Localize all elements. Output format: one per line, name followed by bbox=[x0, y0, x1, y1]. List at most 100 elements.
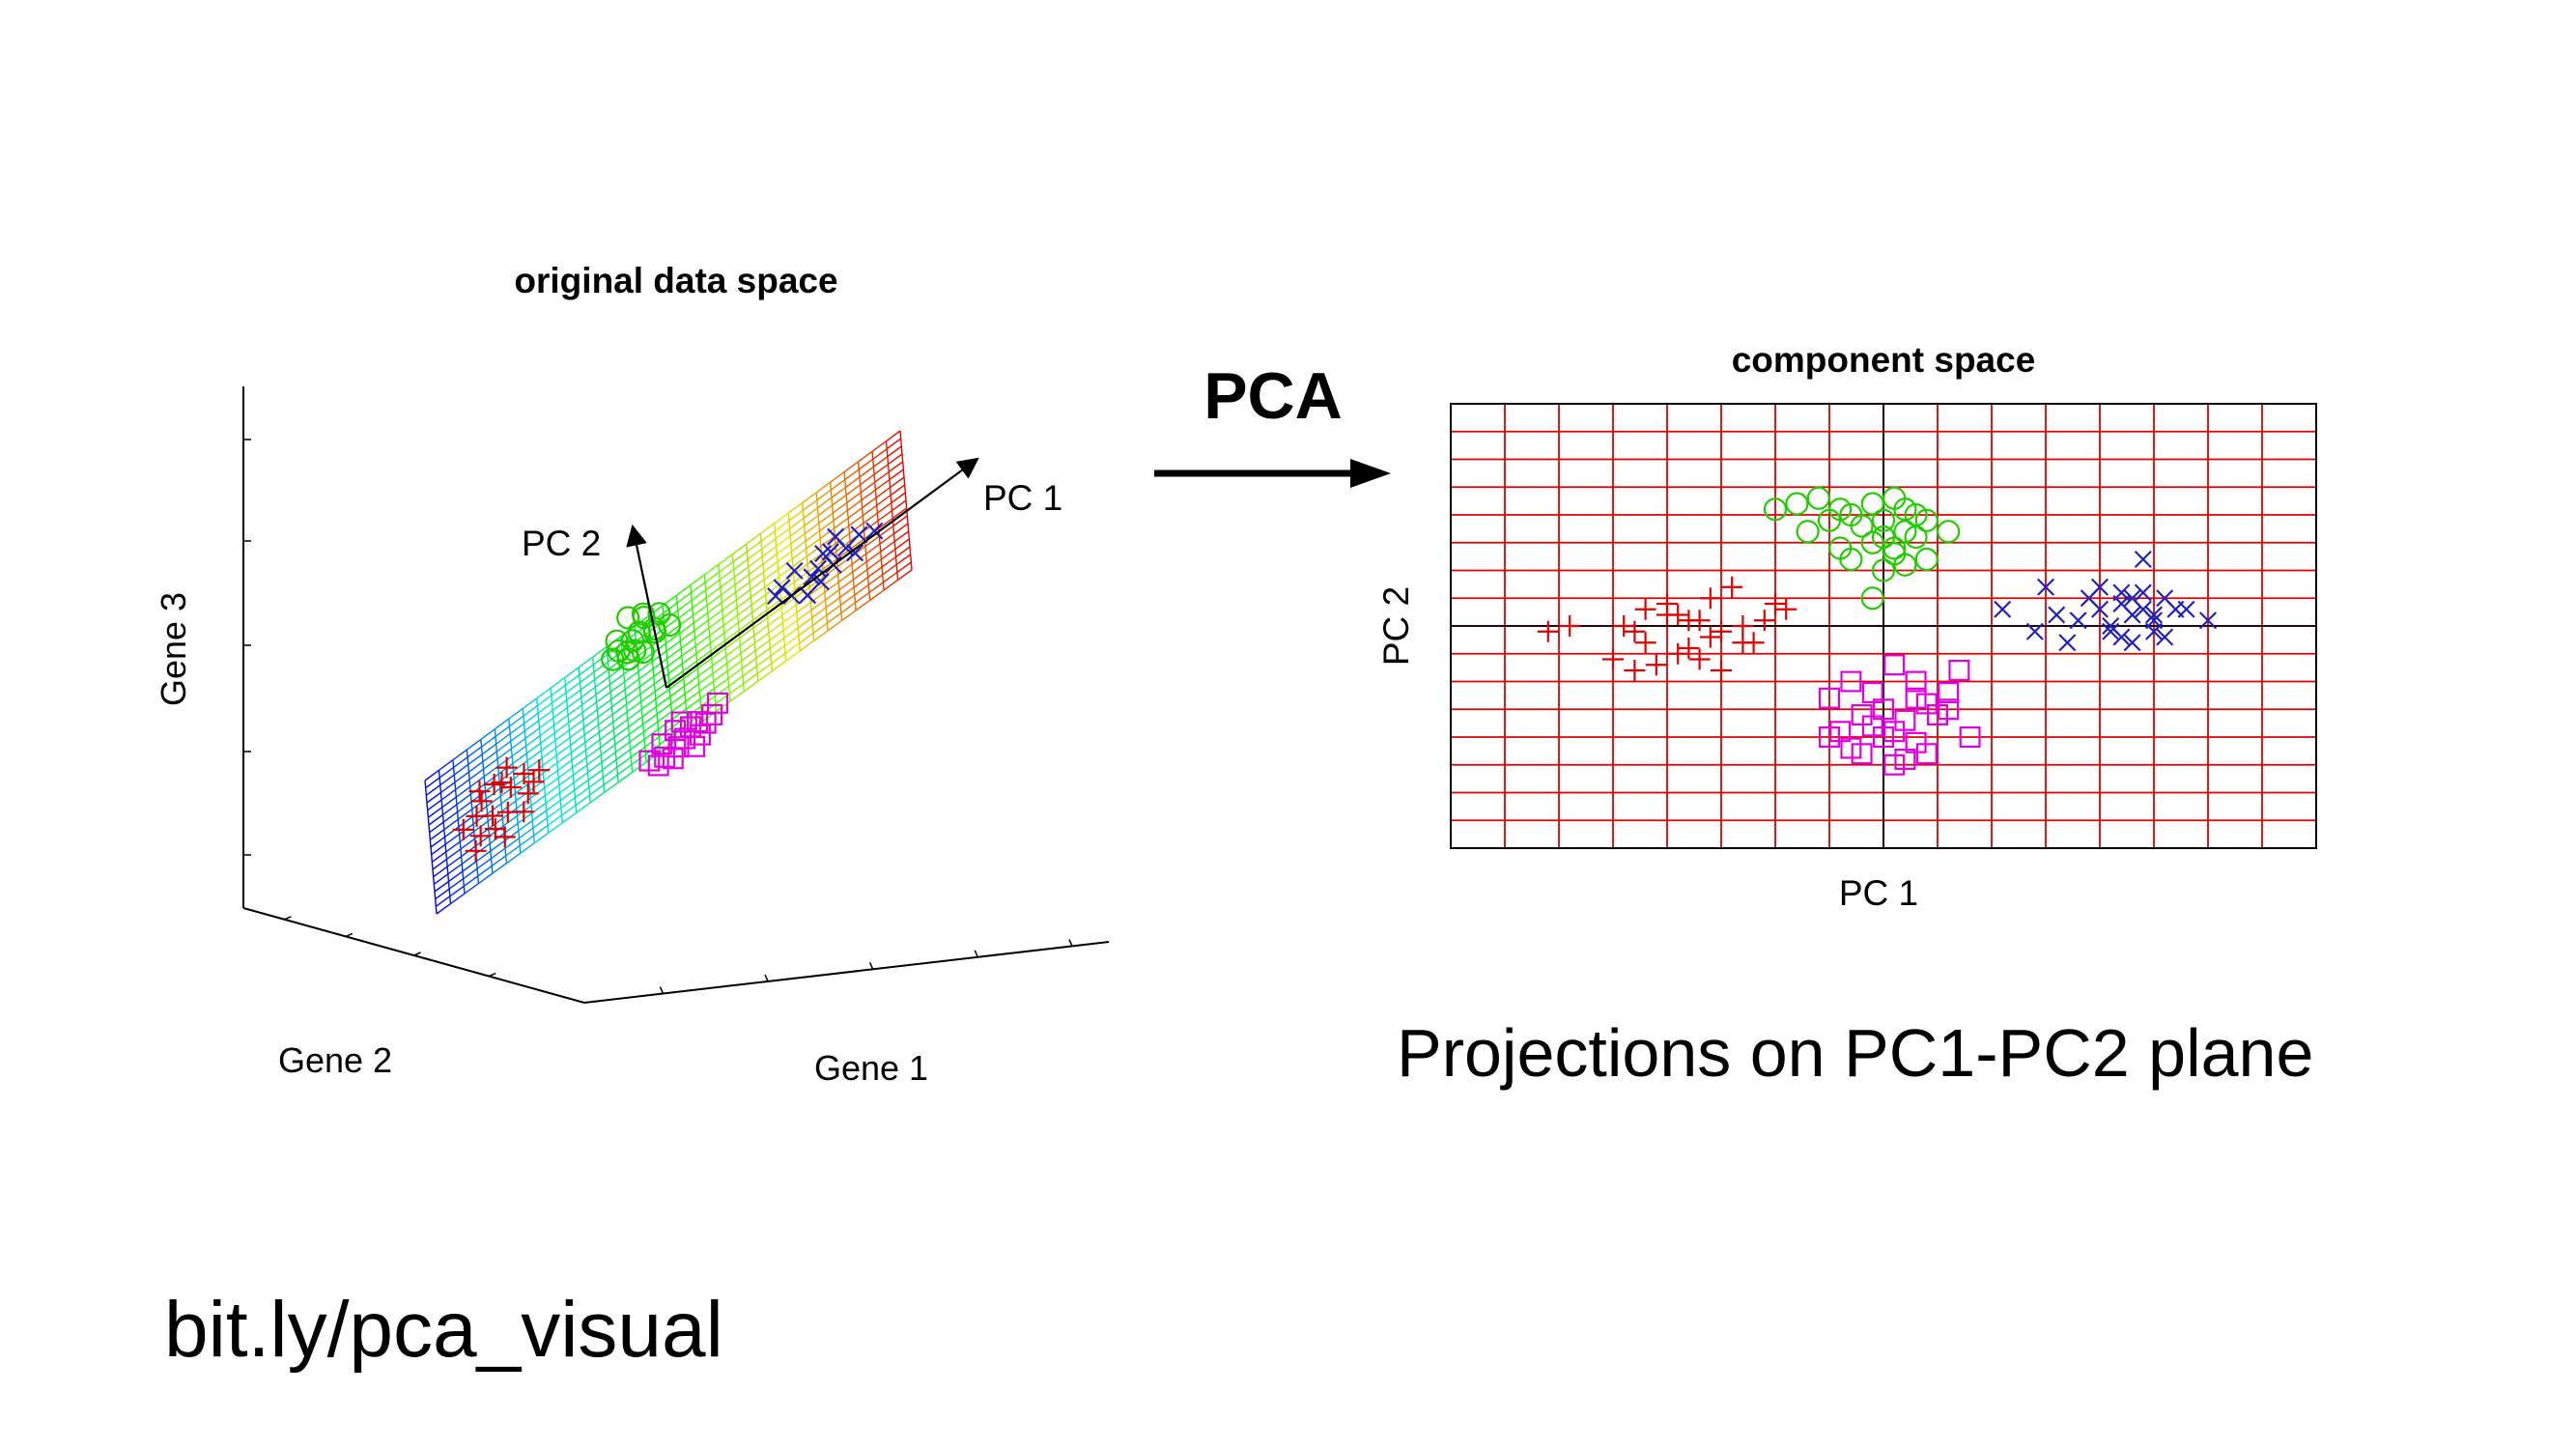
data-point-circle bbox=[1893, 553, 1917, 577]
plane-mesh-line bbox=[565, 681, 580, 694]
plane-mesh-line bbox=[489, 833, 505, 844]
plane-mesh-line bbox=[433, 873, 449, 885]
plane-mesh-line bbox=[482, 751, 497, 763]
plane-mesh-line bbox=[440, 788, 457, 801]
plane-mesh-line bbox=[671, 708, 687, 721]
data-point-square bbox=[1894, 709, 1916, 731]
plane-mesh-line bbox=[694, 627, 710, 639]
data-point-3d-plus bbox=[523, 771, 545, 793]
plane-mesh-line bbox=[731, 543, 748, 555]
plane-mesh-line bbox=[444, 826, 460, 838]
plane-mesh-line bbox=[513, 760, 528, 772]
data-point-3d-square bbox=[689, 724, 711, 746]
plane-mesh-line bbox=[862, 497, 877, 509]
data-point-square bbox=[1894, 748, 1916, 770]
plane-mesh-line bbox=[533, 832, 550, 844]
plane-mesh-line bbox=[762, 553, 778, 565]
plane-mesh-line bbox=[655, 688, 670, 700]
data-point-circle bbox=[1817, 508, 1842, 532]
plane-mesh-line bbox=[552, 699, 568, 712]
plane-mesh-line bbox=[747, 540, 762, 553]
plane-mesh-line bbox=[497, 755, 513, 767]
plane-mesh-line bbox=[740, 642, 755, 654]
plane-mesh-line bbox=[609, 666, 624, 678]
plane-mesh-line bbox=[432, 858, 447, 870]
data-point-3d-plus bbox=[513, 801, 535, 823]
plane-mesh-line bbox=[501, 808, 518, 819]
plane-mesh-line bbox=[435, 888, 450, 900]
plane-mesh-line bbox=[545, 792, 560, 804]
data-point-3d-circle bbox=[627, 620, 651, 644]
data-point-square bbox=[1905, 670, 1927, 693]
plane-mesh-line bbox=[763, 568, 779, 581]
data-point-square bbox=[1872, 725, 1894, 748]
plane-mesh-line bbox=[750, 579, 765, 591]
plane-mesh-line bbox=[771, 660, 787, 672]
plane-mesh-line bbox=[544, 777, 559, 789]
data-point-3d-plus bbox=[468, 781, 491, 803]
plane-mesh-line bbox=[750, 586, 766, 598]
plane-mesh-line bbox=[816, 489, 832, 501]
plane-mesh-line bbox=[500, 792, 516, 805]
plane-mesh-line bbox=[455, 785, 471, 798]
plane-mesh-line bbox=[467, 760, 484, 773]
plane-mesh-line bbox=[776, 535, 791, 548]
plane-mesh-line bbox=[788, 509, 804, 522]
plane-mesh-line bbox=[765, 583, 780, 596]
plane-mesh-line bbox=[564, 674, 580, 686]
plane-mesh-line bbox=[543, 762, 558, 774]
plane-mesh-line bbox=[743, 672, 758, 685]
data-point-circle bbox=[1860, 530, 1884, 554]
plane-mesh-line bbox=[445, 840, 461, 853]
plane-mesh-line bbox=[611, 703, 628, 716]
plane-mesh-line bbox=[752, 616, 769, 629]
data-point-x bbox=[2112, 628, 2131, 646]
plane-mesh-line bbox=[863, 512, 878, 525]
plane-mesh-line bbox=[541, 747, 556, 759]
plane-mesh-line bbox=[706, 594, 722, 607]
plane-mesh-line bbox=[470, 790, 486, 803]
source-link: bit.ly/pca_visual bbox=[164, 1286, 723, 1374]
plane-mesh-line bbox=[683, 668, 698, 680]
plane-mesh-line bbox=[656, 696, 671, 708]
plane-mesh-line bbox=[896, 561, 912, 574]
data-point-square bbox=[1915, 693, 1938, 715]
data-point-x bbox=[2144, 611, 2164, 630]
data-point-x bbox=[2025, 622, 2044, 640]
plane-mesh-line bbox=[442, 804, 458, 815]
3d-scatter-points bbox=[452, 522, 884, 862]
plane-mesh-line bbox=[615, 741, 631, 753]
plane-mesh-line bbox=[863, 520, 879, 532]
plane-mesh-line bbox=[755, 647, 771, 660]
data-point-square bbox=[1883, 753, 1906, 776]
data-point-plus bbox=[1678, 610, 1700, 632]
data-point-plus bbox=[1559, 615, 1581, 637]
plane-mesh-line bbox=[782, 611, 798, 624]
plane-mesh-line bbox=[759, 523, 776, 535]
plane-mesh-line bbox=[840, 602, 856, 613]
plane-mesh-line bbox=[821, 551, 837, 562]
data-point-plus bbox=[1721, 576, 1743, 598]
plane-mesh-line bbox=[424, 769, 439, 781]
plane-mesh-line bbox=[539, 717, 554, 729]
plane-mesh-line bbox=[666, 647, 682, 660]
axis-tick bbox=[345, 932, 354, 938]
plane-mesh-line bbox=[713, 670, 728, 682]
plane-mesh-line bbox=[483, 758, 498, 770]
plane-mesh-line bbox=[485, 787, 501, 800]
plane-mesh-line bbox=[869, 589, 885, 601]
data-point-plus bbox=[1602, 648, 1624, 670]
plane-mesh-line bbox=[453, 756, 468, 768]
data-point-3d-plus bbox=[452, 818, 474, 840]
plane-mesh-line bbox=[872, 456, 889, 468]
plane-mesh-line bbox=[601, 752, 616, 763]
data-point-3d-square bbox=[687, 711, 709, 733]
plane-mesh-line bbox=[425, 784, 441, 796]
data-point-square bbox=[1883, 654, 1906, 676]
plane-mesh-line bbox=[484, 773, 499, 785]
plane-mesh-line bbox=[668, 670, 684, 682]
plane-mesh-line bbox=[693, 611, 709, 624]
plane-mesh-line bbox=[804, 515, 819, 526]
plane-mesh-line bbox=[557, 767, 574, 779]
plane-mesh-line bbox=[839, 594, 856, 607]
